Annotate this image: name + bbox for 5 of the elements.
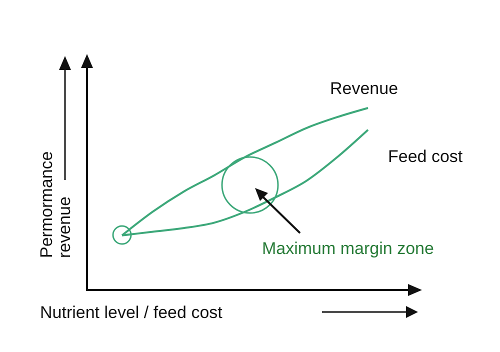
series-label: Feed cost xyxy=(388,146,463,166)
annotation: Maximum margin zone xyxy=(262,239,434,258)
series-label: Revenue xyxy=(330,79,398,98)
y-axis-title: Permormance revenue xyxy=(37,151,74,258)
x-axis-title: Nutrient level / feed cost xyxy=(40,303,223,322)
